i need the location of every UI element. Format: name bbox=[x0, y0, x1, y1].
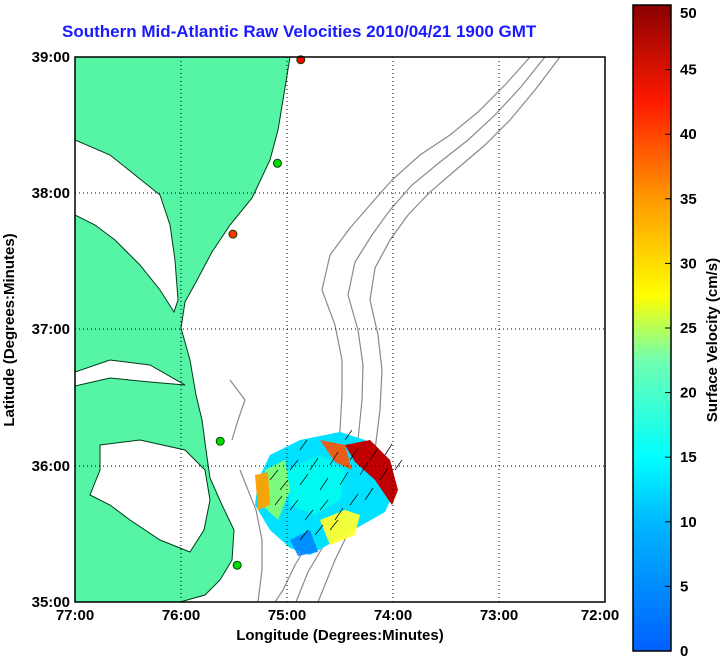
x-tick-label: 76:00 bbox=[162, 607, 200, 624]
bay-water bbox=[75, 139, 179, 314]
colorbar-label: Surface Velocity (cm/s) bbox=[704, 258, 721, 422]
colorbar-tick-label: 5 bbox=[680, 578, 688, 595]
grid-lines bbox=[75, 57, 605, 602]
station-marker bbox=[272, 158, 282, 168]
river-water bbox=[75, 359, 186, 387]
colorbar-tick-label: 45 bbox=[680, 62, 697, 79]
y-tick-labels: 39:00 38:00 37:00 36:00 35:00 bbox=[32, 49, 70, 611]
station-marker bbox=[215, 436, 225, 446]
x-tick-label: 74:00 bbox=[374, 607, 412, 624]
station-marker bbox=[232, 560, 242, 570]
colorbar-tick-label: 30 bbox=[680, 255, 697, 272]
y-axis-label: Latitude (Degrees:Minutes) bbox=[1, 233, 18, 426]
x-tick-label: 77:00 bbox=[56, 607, 94, 624]
station-marker bbox=[228, 229, 238, 239]
map-title: Southern Mid-Atlantic Raw Velocities 201… bbox=[62, 22, 537, 41]
colorbar-tick-label: 0 bbox=[680, 643, 688, 659]
x-tick-label: 73:00 bbox=[480, 607, 518, 624]
sound-water bbox=[89, 439, 211, 553]
y-tick-label: 39:00 bbox=[32, 49, 70, 66]
colorbar bbox=[632, 4, 672, 652]
colorbar-tick-label: 15 bbox=[680, 449, 697, 466]
plot-frame bbox=[74, 56, 606, 603]
colorbar-tick-label: 35 bbox=[680, 191, 697, 208]
colorbar-tick-label: 50 bbox=[680, 5, 697, 22]
y-tick-label: 38:00 bbox=[32, 185, 70, 202]
colorbar-tick-label: 10 bbox=[680, 514, 697, 531]
colorbar-tick-label: 25 bbox=[680, 320, 697, 337]
colorbar-ticks: 0 5 10 15 20 25 30 35 40 45 50 bbox=[665, 4, 697, 659]
velocity-field bbox=[255, 429, 403, 556]
x-tick-label: 75:00 bbox=[268, 607, 306, 624]
colorbar-tick-label: 20 bbox=[680, 385, 697, 402]
x-axis-label: Longitude (Degrees:Minutes) bbox=[236, 627, 444, 644]
x-tick-labels: 77:00 76:00 75:00 74:00 73:00 72:00 bbox=[56, 607, 619, 624]
colorbar-tick-label: 40 bbox=[680, 126, 697, 143]
x-tick-label: 72:00 bbox=[581, 607, 619, 624]
y-tick-label: 37:00 bbox=[32, 321, 70, 338]
y-tick-label: 36:00 bbox=[32, 458, 70, 475]
y-tick-label: 35:00 bbox=[32, 594, 70, 611]
